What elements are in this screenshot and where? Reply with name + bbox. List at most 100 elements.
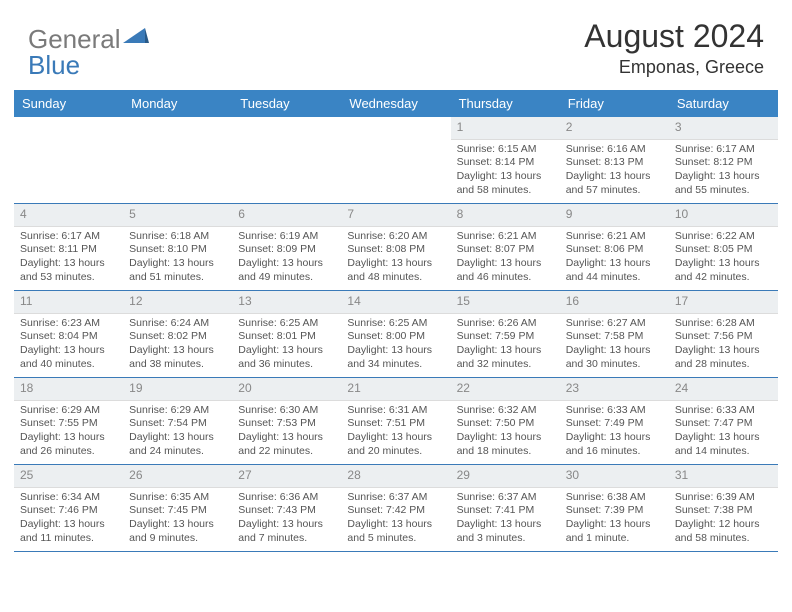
day-cell: 29Sunrise: 6:37 AMSunset: 7:41 PMDayligh…	[451, 465, 560, 551]
day-cell: 12Sunrise: 6:24 AMSunset: 8:02 PMDayligh…	[123, 291, 232, 377]
day-content: Sunrise: 6:15 AMSunset: 8:14 PMDaylight:…	[451, 140, 560, 202]
sunset-text: Sunset: 7:38 PM	[675, 504, 772, 518]
sunrise-text: Sunrise: 6:29 AM	[20, 404, 117, 418]
sunrise-text: Sunrise: 6:22 AM	[675, 230, 772, 244]
sunrise-text: Sunrise: 6:30 AM	[238, 404, 335, 418]
weekday-header: Wednesday	[341, 90, 450, 117]
month-title: August 2024	[584, 18, 764, 55]
day-content: Sunrise: 6:17 AMSunset: 8:11 PMDaylight:…	[14, 227, 123, 289]
day-number: 15	[451, 291, 560, 314]
weekday-header: Tuesday	[232, 90, 341, 117]
day-content: Sunrise: 6:19 AMSunset: 8:09 PMDaylight:…	[232, 227, 341, 289]
day-cell: 30Sunrise: 6:38 AMSunset: 7:39 PMDayligh…	[560, 465, 669, 551]
page-header: General August 2024 Emponas, Greece	[0, 0, 792, 86]
day-number: 5	[123, 204, 232, 227]
day-cell: 5Sunrise: 6:18 AMSunset: 8:10 PMDaylight…	[123, 204, 232, 290]
day-content: Sunrise: 6:34 AMSunset: 7:46 PMDaylight:…	[14, 488, 123, 550]
sunrise-text: Sunrise: 6:20 AM	[347, 230, 444, 244]
day-cell: 28Sunrise: 6:37 AMSunset: 7:42 PMDayligh…	[341, 465, 450, 551]
day-number: 22	[451, 378, 560, 401]
day-cell: 27Sunrise: 6:36 AMSunset: 7:43 PMDayligh…	[232, 465, 341, 551]
day-content: Sunrise: 6:21 AMSunset: 8:06 PMDaylight:…	[560, 227, 669, 289]
day-content: Sunrise: 6:26 AMSunset: 7:59 PMDaylight:…	[451, 314, 560, 376]
daylight-text: Daylight: 13 hours and 34 minutes.	[347, 344, 444, 371]
day-number: 23	[560, 378, 669, 401]
day-number: 29	[451, 465, 560, 488]
sunrise-text: Sunrise: 6:33 AM	[566, 404, 663, 418]
daylight-text: Daylight: 13 hours and 51 minutes.	[129, 257, 226, 284]
day-content: Sunrise: 6:33 AMSunset: 7:47 PMDaylight:…	[669, 401, 778, 463]
day-cell: 10Sunrise: 6:22 AMSunset: 8:05 PMDayligh…	[669, 204, 778, 290]
sunrise-text: Sunrise: 6:35 AM	[129, 491, 226, 505]
logo-triangle-icon	[123, 26, 149, 49]
day-number: 31	[669, 465, 778, 488]
day-number: 26	[123, 465, 232, 488]
day-number: 10	[669, 204, 778, 227]
sunset-text: Sunset: 7:54 PM	[129, 417, 226, 431]
day-cell: 25Sunrise: 6:34 AMSunset: 7:46 PMDayligh…	[14, 465, 123, 551]
day-cell: 21Sunrise: 6:31 AMSunset: 7:51 PMDayligh…	[341, 378, 450, 464]
daylight-text: Daylight: 13 hours and 38 minutes.	[129, 344, 226, 371]
day-content: Sunrise: 6:23 AMSunset: 8:04 PMDaylight:…	[14, 314, 123, 376]
daylight-text: Daylight: 13 hours and 42 minutes.	[675, 257, 772, 284]
sunrise-text: Sunrise: 6:17 AM	[675, 143, 772, 157]
day-content: Sunrise: 6:35 AMSunset: 7:45 PMDaylight:…	[123, 488, 232, 550]
weekday-header: Thursday	[451, 90, 560, 117]
sunset-text: Sunset: 8:00 PM	[347, 330, 444, 344]
sunset-text: Sunset: 8:10 PM	[129, 243, 226, 257]
sunrise-text: Sunrise: 6:37 AM	[457, 491, 554, 505]
day-content: Sunrise: 6:32 AMSunset: 7:50 PMDaylight:…	[451, 401, 560, 463]
daylight-text: Daylight: 13 hours and 32 minutes.	[457, 344, 554, 371]
daylight-text: Daylight: 13 hours and 5 minutes.	[347, 518, 444, 545]
daylight-text: Daylight: 13 hours and 7 minutes.	[238, 518, 335, 545]
sunrise-text: Sunrise: 6:37 AM	[347, 491, 444, 505]
sunset-text: Sunset: 7:56 PM	[675, 330, 772, 344]
daylight-text: Daylight: 13 hours and 36 minutes.	[238, 344, 335, 371]
sunrise-text: Sunrise: 6:34 AM	[20, 491, 117, 505]
sunrise-text: Sunrise: 6:21 AM	[566, 230, 663, 244]
calendar-week-row: 18Sunrise: 6:29 AMSunset: 7:55 PMDayligh…	[14, 378, 778, 465]
daylight-text: Daylight: 13 hours and 49 minutes.	[238, 257, 335, 284]
day-content: Sunrise: 6:25 AMSunset: 8:00 PMDaylight:…	[341, 314, 450, 376]
daylight-text: Daylight: 13 hours and 26 minutes.	[20, 431, 117, 458]
daylight-text: Daylight: 13 hours and 22 minutes.	[238, 431, 335, 458]
weekday-header-row: SundayMondayTuesdayWednesdayThursdayFrid…	[14, 90, 778, 117]
daylight-text: Daylight: 13 hours and 57 minutes.	[566, 170, 663, 197]
day-number: 28	[341, 465, 450, 488]
day-content: Sunrise: 6:39 AMSunset: 7:38 PMDaylight:…	[669, 488, 778, 550]
sunrise-text: Sunrise: 6:36 AM	[238, 491, 335, 505]
daylight-text: Daylight: 13 hours and 16 minutes.	[566, 431, 663, 458]
day-number: 17	[669, 291, 778, 314]
day-content: Sunrise: 6:25 AMSunset: 8:01 PMDaylight:…	[232, 314, 341, 376]
day-number: 16	[560, 291, 669, 314]
day-content: Sunrise: 6:33 AMSunset: 7:49 PMDaylight:…	[560, 401, 669, 463]
daylight-text: Daylight: 13 hours and 24 minutes.	[129, 431, 226, 458]
sunset-text: Sunset: 8:11 PM	[20, 243, 117, 257]
sunrise-text: Sunrise: 6:39 AM	[675, 491, 772, 505]
sunset-text: Sunset: 7:47 PM	[675, 417, 772, 431]
sunset-text: Sunset: 7:53 PM	[238, 417, 335, 431]
day-content: Sunrise: 6:29 AMSunset: 7:54 PMDaylight:…	[123, 401, 232, 463]
day-number: 1	[451, 117, 560, 140]
day-cell: 17Sunrise: 6:28 AMSunset: 7:56 PMDayligh…	[669, 291, 778, 377]
day-number: 18	[14, 378, 123, 401]
sunset-text: Sunset: 7:50 PM	[457, 417, 554, 431]
day-number: 2	[560, 117, 669, 140]
sunrise-text: Sunrise: 6:23 AM	[20, 317, 117, 331]
sunset-text: Sunset: 7:49 PM	[566, 417, 663, 431]
sunset-text: Sunset: 8:13 PM	[566, 156, 663, 170]
sunset-text: Sunset: 7:43 PM	[238, 504, 335, 518]
day-cell: 31Sunrise: 6:39 AMSunset: 7:38 PMDayligh…	[669, 465, 778, 551]
day-content: Sunrise: 6:24 AMSunset: 8:02 PMDaylight:…	[123, 314, 232, 376]
sunrise-text: Sunrise: 6:38 AM	[566, 491, 663, 505]
sunset-text: Sunset: 8:12 PM	[675, 156, 772, 170]
logo-blue-text-wrap: Blue	[28, 50, 80, 81]
day-content: Sunrise: 6:20 AMSunset: 8:08 PMDaylight:…	[341, 227, 450, 289]
day-cell: 18Sunrise: 6:29 AMSunset: 7:55 PMDayligh…	[14, 378, 123, 464]
sunset-text: Sunset: 8:06 PM	[566, 243, 663, 257]
day-cell: 23Sunrise: 6:33 AMSunset: 7:49 PMDayligh…	[560, 378, 669, 464]
empty-day-cell	[232, 117, 341, 203]
day-content: Sunrise: 6:37 AMSunset: 7:41 PMDaylight:…	[451, 488, 560, 550]
sunrise-text: Sunrise: 6:31 AM	[347, 404, 444, 418]
day-number: 11	[14, 291, 123, 314]
